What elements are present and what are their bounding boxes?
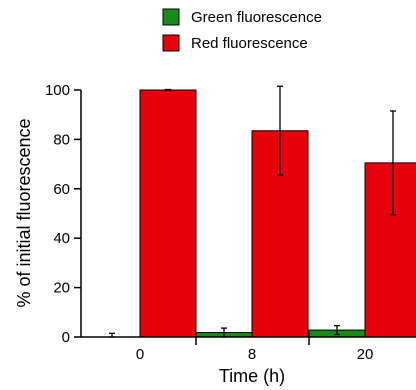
- y-tick-label: 40: [53, 230, 70, 247]
- y-axis-label: % of initial fluorescence: [14, 118, 34, 307]
- y-tick-label: 100: [45, 82, 70, 99]
- error-bar-red-8: [277, 85, 283, 176]
- bar-red-20: [364, 162, 416, 338]
- y-tick-label: 20: [53, 280, 70, 297]
- bar-red-0: [139, 89, 197, 338]
- legend-swatch-green: [162, 8, 180, 26]
- x-tick-label: 20: [357, 346, 374, 363]
- x-axis-ticks: 0 8 20: [136, 337, 374, 363]
- error-bar-green-20: [334, 324, 340, 336]
- error-bars: [109, 85, 396, 338]
- y-axis-ticks: 0 20 40 60 80 100: [45, 82, 81, 346]
- error-bar-red-0: [165, 88, 171, 92]
- x-tick-label: 8: [248, 346, 256, 363]
- legend-label-green: Green fluorescence: [191, 9, 322, 26]
- y-tick-label: 80: [53, 131, 70, 148]
- x-axis-label: Time (h): [219, 366, 285, 386]
- y-tick-label: 60: [53, 181, 70, 198]
- legend: Green fluorescence Red fluorescence: [162, 8, 322, 52]
- y-tick-label: 0: [62, 329, 70, 346]
- legend-label-red: Red fluorescence: [191, 35, 308, 52]
- legend-swatch-red: [162, 34, 180, 52]
- bars: [139, 89, 416, 338]
- x-tick-label: 0: [136, 346, 144, 363]
- error-bar-red-20: [390, 110, 396, 216]
